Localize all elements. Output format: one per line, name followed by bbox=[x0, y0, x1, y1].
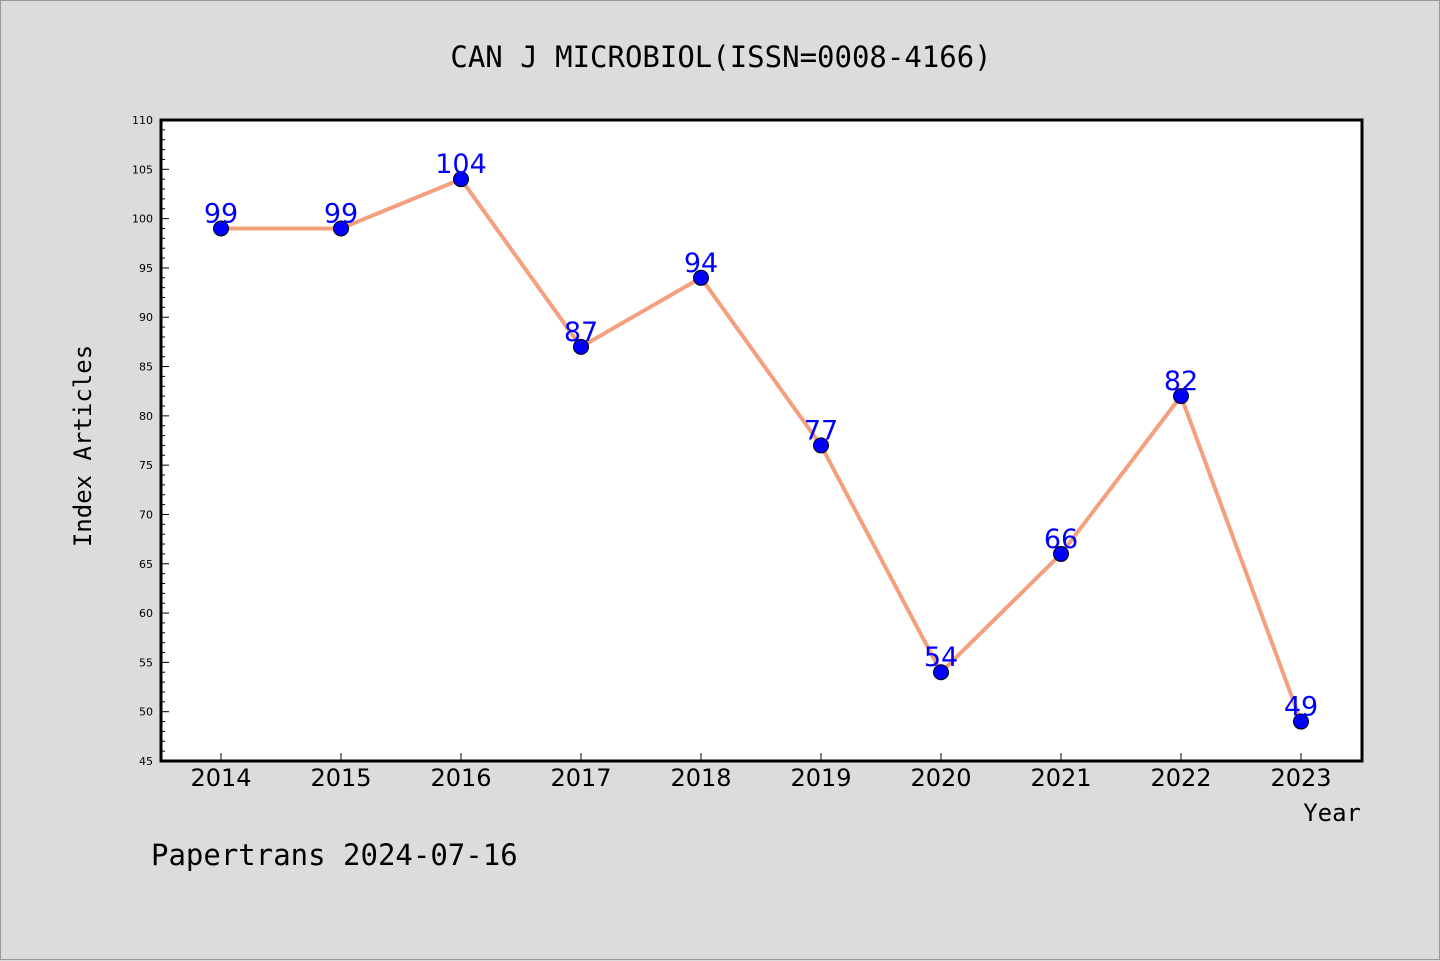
y-tick-label: 95 bbox=[139, 262, 153, 275]
y-tick-label: 75 bbox=[139, 459, 153, 472]
data-point bbox=[453, 171, 469, 188]
data-label: 66 bbox=[1044, 524, 1078, 555]
chart-title: CAN J MICROBIOL(ISSN=0008-4166) bbox=[450, 40, 991, 74]
data-label: 82 bbox=[1164, 366, 1198, 397]
y-tick-label: 105 bbox=[132, 163, 153, 176]
data-label: 99 bbox=[324, 198, 358, 229]
data-point bbox=[933, 664, 949, 681]
y-tick-label: 50 bbox=[139, 706, 153, 719]
data-point bbox=[1293, 713, 1309, 730]
y-tick-label: 55 bbox=[139, 656, 153, 669]
x-tick-label: 2018 bbox=[670, 764, 731, 792]
x-tick-label: 2016 bbox=[430, 764, 491, 792]
plot-area bbox=[159, 118, 1364, 763]
x-tick-label: 2014 bbox=[190, 764, 251, 792]
y-tick-label: 65 bbox=[139, 558, 153, 571]
y-tick-label: 80 bbox=[139, 410, 153, 423]
data-label: 104 bbox=[435, 149, 487, 180]
data-point bbox=[573, 338, 589, 355]
data-point bbox=[213, 220, 229, 237]
y-tick-label: 110 bbox=[132, 114, 153, 127]
data-label: 49 bbox=[1284, 692, 1318, 723]
x-tick-label: 2020 bbox=[910, 764, 971, 792]
y-tick-label: 45 bbox=[139, 755, 153, 768]
data-point bbox=[813, 437, 829, 454]
y-axis: 45 50 55 60 65 70 75 80 85 90 95 100 105 110 bbox=[132, 114, 169, 768]
data-label: 99 bbox=[204, 198, 238, 229]
data-point bbox=[1053, 545, 1069, 562]
data-label: 87 bbox=[564, 317, 598, 348]
data-point bbox=[693, 269, 709, 286]
y-axis-label: Index Articles bbox=[69, 345, 97, 547]
x-axis: 2014 2015 2016 2017 2018 2019 2020 2021 2022 2023 bbox=[190, 753, 1332, 792]
x-tick-label: 2017 bbox=[550, 764, 611, 792]
data-label: 54 bbox=[924, 642, 958, 673]
x-axis-label: Year bbox=[1303, 799, 1361, 827]
data-point bbox=[333, 220, 349, 237]
y-tick-label: 100 bbox=[132, 213, 153, 226]
y-tick-label: 85 bbox=[139, 361, 153, 374]
x-tick-label: 2022 bbox=[1150, 764, 1211, 792]
data-point bbox=[1173, 388, 1189, 405]
y-tick-label: 60 bbox=[139, 607, 153, 620]
y-tick-label: 90 bbox=[139, 311, 153, 324]
x-tick-label: 2019 bbox=[790, 764, 851, 792]
y-tick-label: 70 bbox=[139, 508, 153, 521]
footer-text: Papertrans 2024-07-16 bbox=[151, 838, 518, 872]
x-tick-label: 2015 bbox=[310, 764, 371, 792]
series-layer: 99 99 104 87 94 77 54 66 82 49 bbox=[204, 149, 1318, 730]
data-label: 94 bbox=[684, 248, 718, 279]
series-line bbox=[221, 177, 1303, 723]
x-tick-label: 2021 bbox=[1030, 764, 1091, 792]
data-label: 77 bbox=[804, 415, 838, 446]
x-tick-label: 2023 bbox=[1270, 764, 1331, 792]
